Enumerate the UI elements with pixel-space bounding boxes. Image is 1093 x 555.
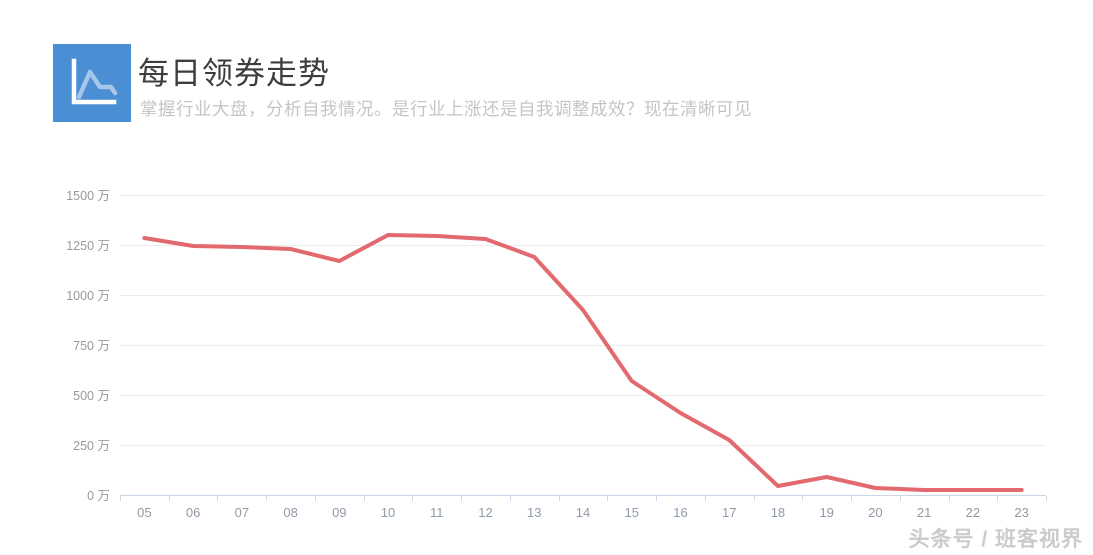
line-chart-icon-glyph bbox=[71, 58, 118, 105]
y-axis-tick-label: 0 万 bbox=[87, 489, 110, 503]
y-axis-tick-label: 1000 万 bbox=[66, 289, 110, 303]
x-axis-tick-label: 18 bbox=[771, 505, 785, 520]
page-title: 每日领券走势 bbox=[138, 56, 330, 91]
x-axis-tick-label: 22 bbox=[966, 505, 980, 520]
x-axis-tick-label: 20 bbox=[868, 505, 882, 520]
y-axis-tick-label: 250 万 bbox=[73, 439, 110, 453]
x-axis-tick-label: 19 bbox=[819, 505, 833, 520]
x-axis-tick-label: 13 bbox=[527, 505, 541, 520]
line-chart-icon bbox=[53, 44, 131, 122]
x-axis-tick-label: 07 bbox=[235, 505, 249, 520]
y-axis-tick-label: 500 万 bbox=[73, 389, 110, 403]
x-axis-tick-label: 14 bbox=[576, 505, 590, 520]
x-axis-tick-label: 21 bbox=[917, 505, 931, 520]
x-axis-tick-label: 05 bbox=[137, 505, 151, 520]
x-axis-tick-label: 11 bbox=[430, 505, 444, 520]
x-axis-tick-label: 15 bbox=[625, 505, 639, 520]
y-axis-tick-label: 750 万 bbox=[73, 339, 110, 353]
watermark: 头条号 / 班客视界 bbox=[908, 528, 1083, 551]
x-axis-tick-label: 12 bbox=[478, 505, 492, 520]
y-axis-tick-label: 1500 万 bbox=[66, 189, 110, 203]
y-axis-tick-label: 1250 万 bbox=[66, 239, 110, 253]
x-axis-tick-label: 16 bbox=[673, 505, 687, 520]
x-axis-tick-label: 17 bbox=[722, 505, 736, 520]
x-axis-tick-label: 10 bbox=[381, 505, 395, 520]
x-axis-tick-label: 08 bbox=[283, 505, 297, 520]
page-subtitle: 掌握行业大盘，分析自我情况。是行业上涨还是自我调整成效？现在清晰可见 bbox=[140, 99, 752, 119]
x-axis-tick-label: 06 bbox=[186, 505, 200, 520]
x-axis-tick-label: 23 bbox=[1014, 505, 1028, 520]
trend-series-line bbox=[142, 233, 1024, 492]
x-axis-tick-label: 09 bbox=[332, 505, 346, 520]
